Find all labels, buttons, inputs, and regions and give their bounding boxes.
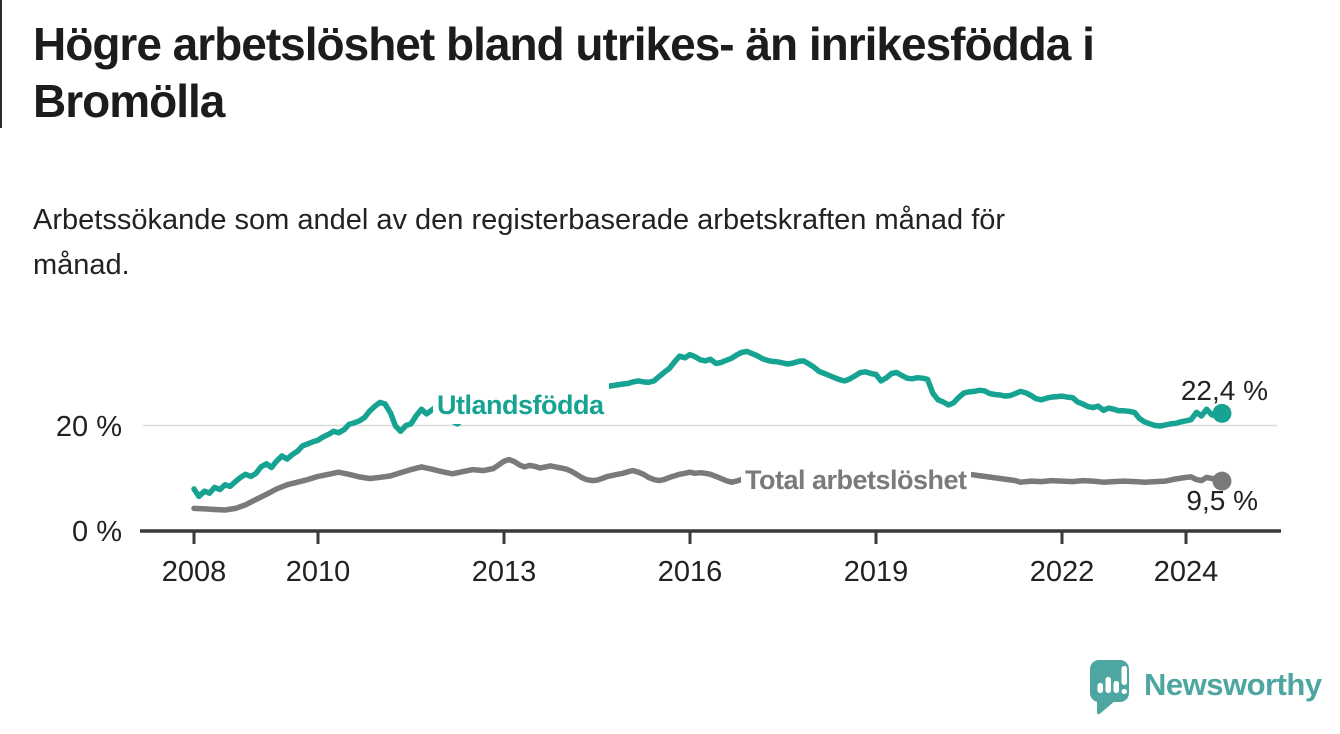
end-dot-total xyxy=(1212,471,1232,491)
series-label-utlandsfodda: Utlandsfödda xyxy=(437,390,605,420)
newsworthy-badge-icon xyxy=(1090,660,1129,715)
x-tick-label-2019: 2019 xyxy=(844,556,909,588)
end-value-label-total: 9,5 % xyxy=(1186,485,1258,516)
subtitle-line-1: Arbetssökande som andel av den registerb… xyxy=(33,204,1006,236)
series-label-bg-utlandsfodda xyxy=(433,380,609,424)
x-tick-label-2010: 2010 xyxy=(286,556,351,588)
x-tick-label-2024: 2024 xyxy=(1154,556,1219,588)
y-tick-label-20: 20 % xyxy=(56,411,122,443)
series-label-total: Total arbetslöshet xyxy=(745,465,967,495)
newsworthy-wordmark: Newsworthy xyxy=(1144,667,1322,702)
series-line-utlandsfodda xyxy=(191,348,1225,500)
newsworthy-logo: Newsworthy xyxy=(1086,654,1326,716)
title-line-2: Bromölla xyxy=(33,75,225,128)
chart-subtitle: Arbetssökande som andel av den registerb… xyxy=(33,198,1233,288)
x-tick-label-2013: 2013 xyxy=(472,556,537,588)
subtitle-line-2: månad. xyxy=(33,248,130,281)
x-tick-label-2016: 2016 xyxy=(658,556,723,588)
title-line-1: Högre arbetslöshet bland utrikes- än inr… xyxy=(33,18,1095,70)
chart-header: Högre arbetslöshet bland utrikes- än inr… xyxy=(33,16,1313,130)
series-line-total xyxy=(191,456,1225,513)
x-tick-label-2008: 2008 xyxy=(162,556,227,588)
y-tick-label-0: 0 % xyxy=(72,516,122,548)
page-title: Högre arbetslöshet bland utrikes- än inr… xyxy=(33,16,1313,130)
left-edge-artifact xyxy=(0,0,2,128)
end-value-label-utlandsfodda: 22,4 % xyxy=(1181,375,1268,406)
x-tick-label-2022: 2022 xyxy=(1030,556,1095,588)
end-dot-utlandsfodda xyxy=(1212,403,1232,423)
series-label-bg-total xyxy=(741,457,972,499)
